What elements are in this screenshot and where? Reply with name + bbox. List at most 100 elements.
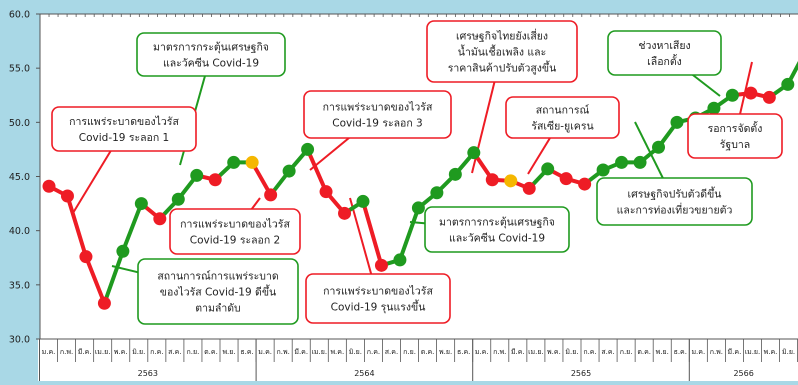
callout-text: Covid-19 ระลอก 2 [190, 235, 280, 247]
month-label: ต.ค. [421, 348, 435, 356]
month-label: ก.พ. [710, 348, 723, 356]
data-point [707, 102, 720, 115]
y-tick-label: 55.0 [9, 64, 30, 75]
data-point [116, 245, 129, 258]
callout-box [425, 207, 569, 252]
y-tick-label: 45.0 [9, 172, 30, 183]
data-point [172, 193, 185, 206]
year-label: 2563 [138, 369, 158, 378]
callout-text: รัสเซีย-ยูเครน [531, 120, 593, 133]
data-point [726, 89, 739, 102]
month-label: มิ.ย. [132, 348, 145, 356]
month-label: ธ.ค. [240, 348, 253, 356]
callout-text: เลือกตั้ง [647, 54, 682, 68]
callout-text: และวัคซีน Covid-19 [449, 232, 545, 245]
callout-box [608, 31, 721, 75]
month-label: ก.ค. [367, 348, 380, 356]
month-label: พ.ย. [439, 348, 452, 356]
month-label: ก.พ. [60, 348, 73, 356]
callout-text: และวัคซีน Covid-19 [163, 57, 259, 70]
callout-text: การแพร่ระบาดของไวรัส [323, 101, 433, 114]
data-point [634, 156, 647, 169]
callout-box [170, 209, 300, 254]
data-point [523, 182, 536, 195]
data-point [375, 259, 388, 272]
data-point [744, 87, 757, 100]
callout-text: สถานการณ์การแพร่ระบาด [157, 270, 278, 283]
callout-text: Covid-19 ระลอก 3 [332, 118, 422, 130]
x-axis: ม.ค.ก.พ.มี.ค.เม.ย.พ.ค.มิ.ย.ก.ค.ส.ค.ก.ย.ต… [38, 339, 798, 381]
month-label: มี.ค. [294, 348, 308, 356]
month-label: ก.ย. [403, 348, 416, 356]
month-label: มี.ค. [511, 348, 525, 356]
callout-text: ช่วงหาเสียง [638, 39, 690, 52]
callout-box [304, 91, 451, 138]
data-point [135, 197, 148, 210]
y-tick-label: 30.0 [9, 335, 30, 346]
callout-text: เศรษฐกิจไทยยังเสี่ยง [456, 29, 548, 43]
month-label: ก.ย. [620, 348, 633, 356]
callout-text: รัฐบาล [720, 139, 750, 151]
month-label: ส.ค. [168, 348, 181, 356]
y-tick-label: 40.0 [9, 226, 30, 237]
data-point [670, 116, 683, 129]
month-label: ส.ค. [601, 348, 614, 356]
data-point [541, 162, 554, 175]
month-label: พ.ค. [330, 348, 344, 356]
callout-text: มาตรการกระตุ้นเศรษฐกิจ [153, 42, 269, 54]
data-point [79, 250, 92, 263]
data-point [781, 78, 794, 91]
month-label: ม.ค. [691, 348, 705, 356]
month-label: ม.ค. [475, 348, 489, 356]
data-point [61, 190, 74, 203]
month-label: ก.ค. [150, 348, 163, 356]
callout-text: และการท่องเที่ยวขยายตัว [617, 203, 733, 217]
data-point [467, 146, 480, 159]
data-point [209, 173, 222, 186]
data-point [504, 174, 517, 187]
month-label: มี.ค. [728, 348, 742, 356]
callout-box [597, 178, 752, 225]
callout-text: รอการจัดตั้ง [708, 121, 763, 135]
month-label: พ.ค. [547, 348, 561, 356]
data-point [190, 169, 203, 182]
month-label: มี.ค. [78, 348, 92, 356]
month-label: พ.ค. [114, 348, 128, 356]
data-point [763, 91, 776, 104]
callout-box [306, 274, 450, 323]
month-label: พ.ย. [222, 348, 235, 356]
month-label: ธ.ค. [457, 348, 470, 356]
callout-box [688, 114, 782, 158]
data-point [449, 168, 462, 181]
callout-text: สถานการณ์ [536, 104, 590, 117]
callout-text: Covid-19 รุนแรงขึ้น [331, 300, 426, 314]
month-label: เม.ย. [311, 348, 327, 356]
callout-text: การแพร่ระบาดของไวรัส [323, 285, 433, 298]
month-label: เม.ย. [528, 348, 544, 356]
callout-text: การแพร่ระบาดของไวรัส [180, 218, 290, 231]
data-point [356, 195, 369, 208]
data-point [652, 141, 665, 154]
data-point [338, 207, 351, 220]
month-label: ม.ค. [258, 348, 272, 356]
callout-text: ของไวรัส Covid-19 ดีขึ้น [160, 285, 276, 299]
data-point [615, 156, 628, 169]
callout-text: ตามลำดับ [195, 303, 240, 315]
callout-text: การแพร่ระบาดของไวรัส [69, 115, 179, 128]
month-label: พ.ค. [764, 348, 778, 356]
month-label: เม.ย. [95, 348, 111, 356]
callout-text: ราคาสินค้าปรับตัวสูงขึ้น [448, 61, 557, 75]
month-label: ก.ค. [583, 348, 596, 356]
month-label: ม.ค. [42, 348, 56, 356]
callout-text: มาตรการกระตุ้นเศรษฐกิจ [439, 217, 555, 229]
y-tick-label: 60.0 [9, 10, 30, 21]
callout-text: น้ำมันเชื้อเพลิง และ [458, 45, 546, 59]
data-point [486, 173, 499, 186]
month-label: เม.ย. [745, 348, 761, 356]
data-point [430, 186, 443, 199]
data-point [560, 172, 573, 185]
month-label: มิ.ย. [782, 348, 795, 356]
callout-box [137, 33, 285, 76]
